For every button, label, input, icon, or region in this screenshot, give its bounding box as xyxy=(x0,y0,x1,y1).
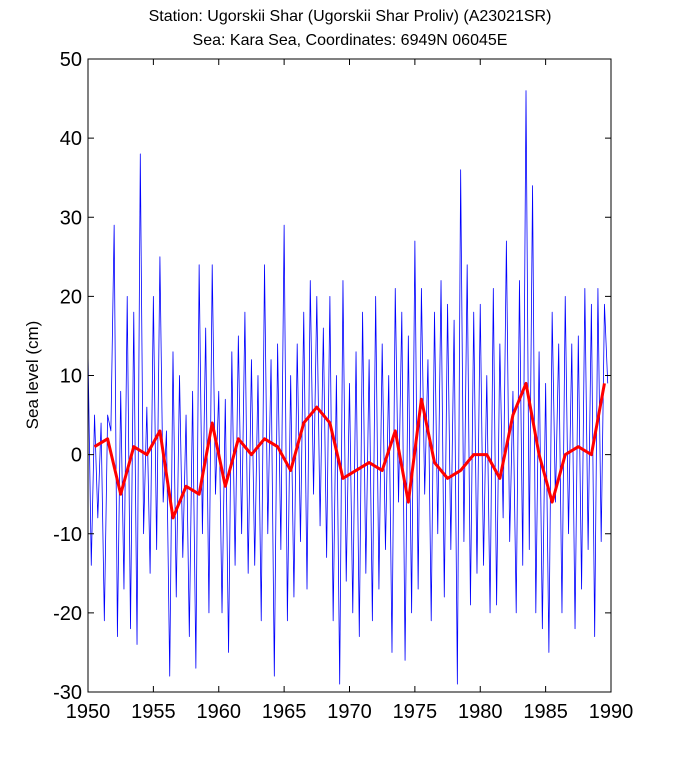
y-tick-label: -30 xyxy=(53,682,82,704)
chart-title: Station: Ugorskii Shar (Ugorskii Shar Pr… xyxy=(149,8,552,25)
y-axis-label: Sea level (cm) xyxy=(23,321,42,430)
x-tick-label: 1950 xyxy=(66,701,111,723)
y-tick-label: 40 xyxy=(60,128,82,150)
x-tick-label: 1965 xyxy=(262,701,307,723)
y-tick-label: -10 xyxy=(53,524,82,546)
y-tick-label: 20 xyxy=(60,286,82,308)
x-tick-label: 1960 xyxy=(197,701,242,723)
data-line xyxy=(93,381,606,520)
x-tick-label: 1975 xyxy=(393,701,438,723)
chart-subtitle: Sea: Kara Sea, Coordinates: 6949N 06045E xyxy=(193,32,508,49)
y-tick-label: 50 xyxy=(60,49,82,71)
x-tick-label: 1955 xyxy=(131,701,176,723)
x-tick-label: 1970 xyxy=(327,701,372,723)
x-tick-label: 1990 xyxy=(589,701,634,723)
y-tick-label: 30 xyxy=(60,207,82,229)
x-tick-label: 1980 xyxy=(458,701,503,723)
y-tick-label: 0 xyxy=(71,445,82,467)
data-line xyxy=(87,90,609,685)
y-tick-label: -20 xyxy=(53,603,82,625)
x-tick-label: 1985 xyxy=(523,701,568,723)
y-tick-label: 10 xyxy=(60,366,82,388)
